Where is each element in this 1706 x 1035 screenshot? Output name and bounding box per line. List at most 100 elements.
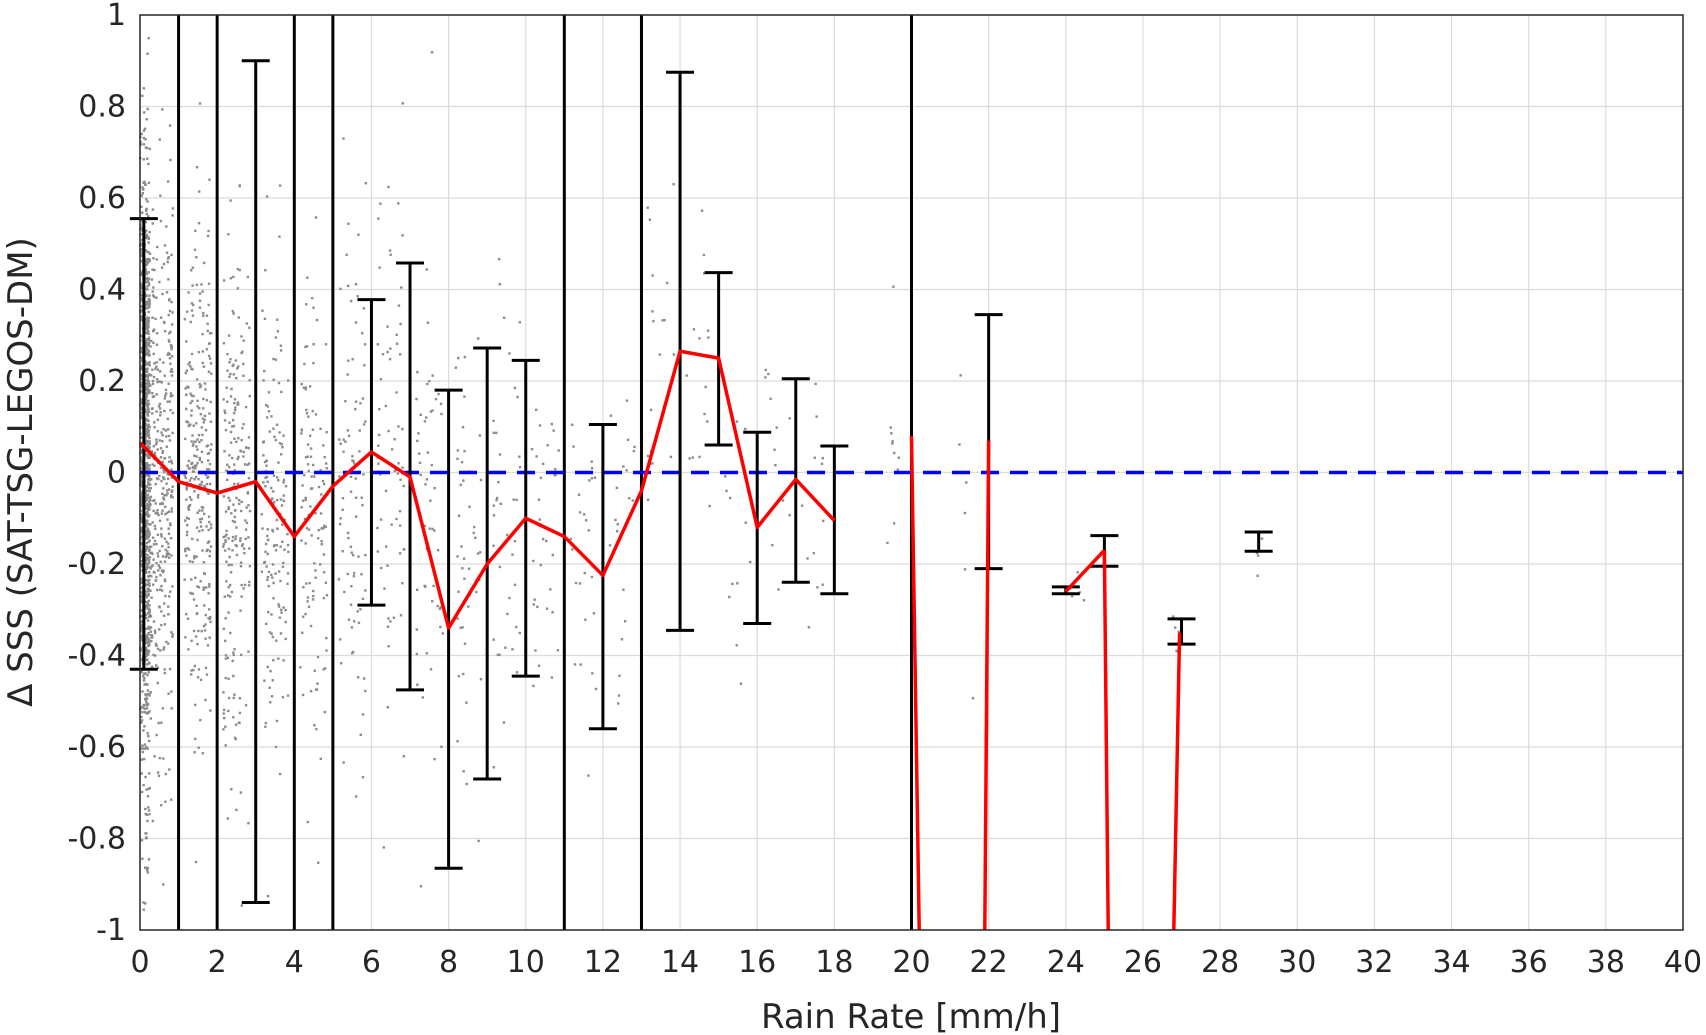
scatter-point [194,703,197,707]
scatter-point [159,410,162,414]
scatter-point [272,581,275,585]
scatter-point [587,529,590,532]
scatter-point [386,625,390,628]
scatter-point [200,426,204,429]
scatter-point [325,649,328,652]
scatter-point [816,586,819,589]
scatter-point [144,374,148,377]
scatter-point [535,408,538,412]
scatter-point [145,652,148,655]
scatter-point [146,412,149,415]
scatter-point [145,307,148,310]
scatter-point [300,432,303,435]
scatter-point [209,526,213,530]
scatter-point [190,462,193,466]
scatter-point [141,186,144,189]
scatter-point [304,456,308,459]
scatter-point [196,642,199,646]
scatter-point [416,370,419,374]
scatter-point [164,548,167,552]
scatter-point [146,658,149,661]
scatter-point [439,625,442,629]
scatter-point [143,697,147,701]
x-tick-label: 32 [1355,945,1393,980]
scatter-point [354,321,358,324]
scatter-point [270,632,273,635]
scatter-point [158,519,162,522]
scatter-point [147,399,150,403]
scatter-point [145,303,149,306]
scatter-point [312,306,315,309]
scatter-point [146,795,150,798]
scatter-point [306,600,309,603]
scatter-point [140,233,144,236]
scatter-point [227,709,230,713]
scatter-point [248,509,252,513]
scatter-point [144,699,148,702]
scatter-point [242,374,245,377]
scatter-point [154,443,158,446]
scatter-point [159,466,163,469]
scatter-point [706,329,710,332]
scatter-point [361,713,365,716]
scatter-point [145,257,149,261]
scatter-point [170,347,173,351]
scatter-point [230,563,233,567]
scatter-point [313,724,316,727]
scatter-point [187,459,191,463]
scatter-point [245,521,249,525]
scatter-point [235,376,238,380]
scatter-point [192,443,195,446]
scatter-point [190,269,193,272]
scatter-point [200,629,203,633]
scatter-point [145,605,149,609]
scatter-point [234,537,237,541]
scatter-point [201,361,204,365]
scatter-point [145,512,148,515]
scatter-point [155,332,159,335]
scatter-point [157,721,160,725]
scatter-point [167,256,170,259]
scatter-point [148,812,151,816]
scatter-point [147,671,150,674]
scatter-point [147,540,150,544]
scatter-point [243,551,246,555]
scatter-point [324,667,327,670]
scatter-point [144,507,148,510]
scatter-point [148,464,151,467]
scatter-point [225,533,228,536]
scatter-point [537,498,541,501]
scatter-point [147,546,150,549]
scatter-point [194,466,197,470]
scatter-point [171,311,174,314]
scatter-point [139,636,143,639]
scatter-point [170,554,173,557]
scatter-point [147,349,151,353]
scatter-point [198,458,202,462]
scatter-point [467,567,471,570]
scatter-point [164,394,167,397]
scatter-point [146,683,149,686]
scatter-point [139,143,143,146]
scatter-point [344,440,347,443]
scatter-point [144,837,148,840]
scatter-point [170,798,173,801]
scatter-point [145,462,148,465]
scatter-point [148,627,151,631]
scatter-point [382,846,385,849]
scatter-point [246,275,250,279]
scatter-point [232,373,236,376]
scatter-point [156,555,160,558]
scatter-point [156,430,159,433]
scatter-point [191,444,195,447]
scatter-point [191,537,194,541]
scatter-point [164,512,167,516]
scatter-point [158,439,161,442]
scatter-point [200,505,204,509]
scatter-point [206,644,210,647]
scatter-point [377,433,381,437]
scatter-point [245,322,249,325]
scatter-point [306,443,310,446]
scatter-point [144,269,148,272]
scatter-point [268,686,271,689]
